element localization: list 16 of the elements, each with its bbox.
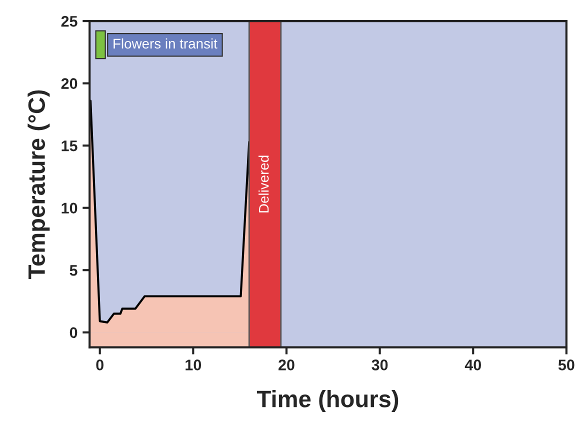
- annotation: Flowers in transit: [114, 38, 218, 49]
- x-tick-label: 20: [278, 360, 294, 370]
- y-tick-label: 0: [70, 327, 78, 338]
- band-label: Delivered: [258, 156, 269, 212]
- y-tick-label: 15: [62, 140, 78, 152]
- x-tick-label: 10: [186, 360, 202, 370]
- y-axis-title: Temperature (°C): [28, 90, 50, 279]
- y-tick-label: 20: [61, 78, 78, 89]
- x-tick-label: 0: [96, 360, 104, 370]
- x-tick-label: 40: [464, 360, 481, 370]
- y-tick-label: 5: [70, 265, 78, 276]
- x-tick-label: 30: [372, 360, 388, 370]
- y-tick-label: 10: [62, 202, 78, 214]
- y-tick-label: 25: [61, 16, 78, 27]
- x-axis-title: Time (hours): [257, 390, 398, 412]
- x-tick-label: 50: [558, 360, 574, 370]
